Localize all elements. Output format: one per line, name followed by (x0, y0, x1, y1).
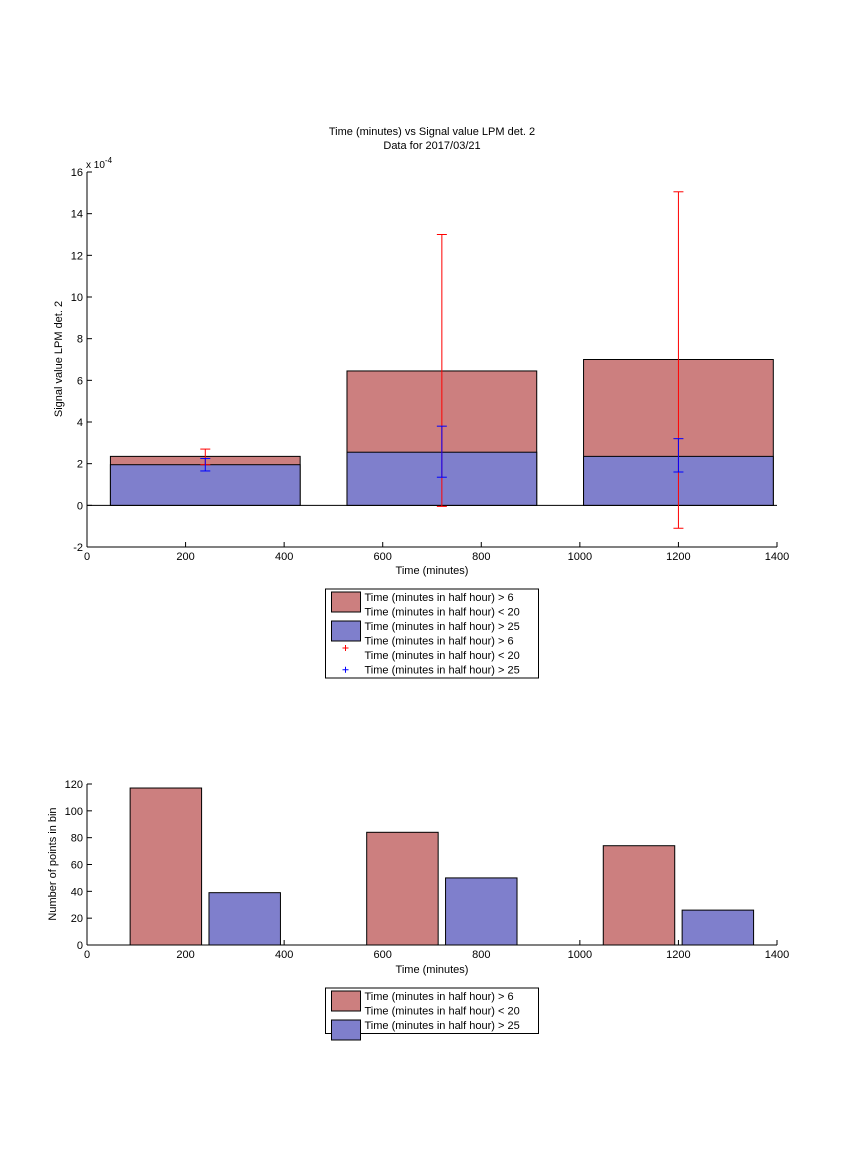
top-x-tick-label: 1200 (666, 551, 690, 563)
bottom-x-axis-label: Time (minutes) (396, 964, 469, 976)
y-exponent-label: x 10-4 (86, 156, 113, 171)
top-y-tick-label: 10 (71, 292, 83, 304)
bottom-y-tick-label: 80 (71, 833, 83, 845)
top-x-axis-label: Time (minutes) (396, 565, 469, 577)
top-x-tick-label: 400 (275, 551, 293, 563)
top-y-tick-label: 4 (77, 417, 83, 429)
top-x-tick-label: 600 (374, 551, 392, 563)
bottom-bar-series-b (681, 909, 755, 946)
top-y-tick-label: 8 (77, 334, 83, 346)
top-x-tick-label: 800 (472, 551, 490, 563)
top-y-tick-label: 16 (71, 167, 83, 179)
bottom-x-tick-label: 600 (374, 949, 392, 961)
legend-label: Time (minutes in half hour) > 25 (365, 1020, 520, 1032)
top-x-tick-label: 200 (176, 551, 194, 563)
bottom-y-tick-label: 60 (71, 860, 83, 872)
bottom-bar-series-b (445, 877, 518, 946)
legend-swatch (331, 620, 361, 642)
bottom-x-tick-label: 200 (176, 949, 194, 961)
legend-label: Time (minutes in half hour) > 25 (365, 621, 520, 633)
bottom-y-tick-label: 20 (71, 913, 83, 925)
bottom-y-tick-label: 0 (77, 940, 83, 952)
y-exponent-base: x 10 (86, 160, 105, 171)
top-y-tick-label: 6 (77, 375, 83, 387)
top-x-tick-label: 1400 (765, 551, 789, 563)
bottom-plot-area: 0 200 400 600 800 1000 1200 1400 0 20 40 60 80 100 120 (65, 779, 790, 961)
bottom-bar-series-b (208, 892, 281, 946)
bottom-y-axis-label: Number of points in bin (47, 807, 59, 920)
bottom-x-tick-label: 400 (275, 949, 293, 961)
top-y-tick-label: 12 (71, 250, 83, 262)
chart-subtitle: Data for 2017/03/21 (383, 140, 480, 152)
top-x-tick-label: 0 (84, 551, 90, 563)
bottom-bar-series-a (129, 787, 203, 946)
bottom-x-tick-label: 1400 (765, 949, 789, 961)
top-y-tick-label: 2 (77, 459, 83, 471)
bottom-y-tick-label: 40 (71, 886, 83, 898)
bottom-bar-series-a (602, 845, 676, 946)
bottom-x-tick-label: 0 (84, 949, 90, 961)
bottom-bar-series-a (366, 831, 439, 946)
top-y-tick-label: 14 (71, 209, 83, 221)
bottom-legend: Time (minutes in half hour) > 6 Time (min… (325, 987, 539, 1041)
top-x-tick-label: 1000 (568, 551, 592, 563)
legend-swatch (331, 990, 361, 1012)
bottom-x-tick-label: 1000 (568, 949, 592, 961)
legend-label: Time (minutes in half hour) > 6 (365, 991, 514, 1003)
top-y-tick-label: 0 (77, 500, 83, 512)
top-legend: Time (minutes in half hour) > 6 Time (min… (325, 588, 539, 679)
bottom-y-tick-label: 120 (65, 779, 83, 791)
legend-label: Time (minutes in half hour) > 6 (365, 592, 514, 604)
legend-label: Time (minutes in half hour) < 20 (365, 607, 520, 619)
legend-label: Time (minutes in half hour) < 20 (365, 1006, 520, 1018)
top-y-axis-label: Signal value LPM det. 2 (53, 301, 65, 417)
legend-swatch (331, 1019, 361, 1041)
legend-label: Time (minutes in half hour) > 25 (365, 665, 520, 677)
legend-label: Time (minutes in half hour) > 6 (365, 636, 514, 648)
bottom-x-tick-label: 800 (472, 949, 490, 961)
legend-swatch (331, 591, 361, 613)
bottom-y-tick-label: 100 (65, 806, 83, 818)
legend-label: Time (minutes in half hour) < 20 (365, 650, 520, 662)
y-exponent-power: -4 (105, 156, 113, 165)
chart-title: Time (minutes) vs Signal value LPM det. … (329, 126, 535, 138)
top-y-tick-label: -2 (73, 542, 83, 554)
bottom-x-tick-label: 1200 (666, 949, 690, 961)
